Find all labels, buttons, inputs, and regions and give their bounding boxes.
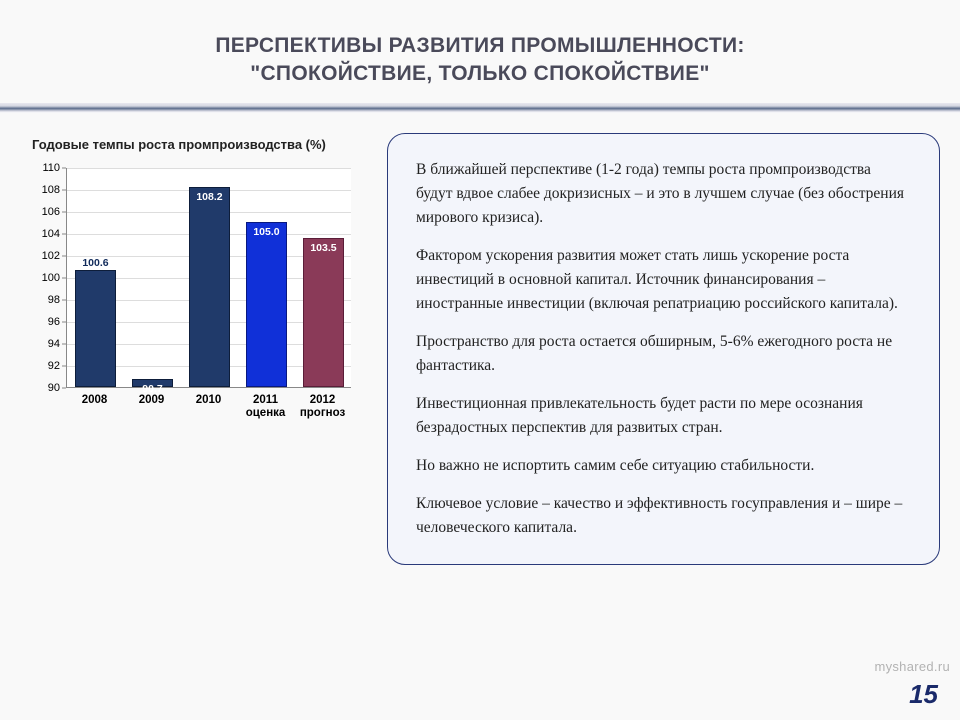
title-line1: ПЕРСПЕКТИВЫ РАЗВИТИЯ ПРОМЫШЛЕННОСТИ: bbox=[215, 34, 744, 57]
paragraph: Ключевое условие – качество и эффективно… bbox=[416, 492, 911, 540]
bar: 100.6 bbox=[75, 270, 116, 387]
xtick-label: 2011 оценка bbox=[246, 394, 286, 420]
ytick-label: 90 bbox=[30, 382, 64, 394]
content-row: Годовые темпы роста промпроизводства (%)… bbox=[0, 113, 960, 575]
paragraph: Пространство для роста остается обширным… bbox=[416, 330, 911, 378]
ytick-label: 98 bbox=[30, 294, 64, 306]
xtick-label: 2010 bbox=[196, 394, 222, 407]
bar-value-label: 100.6 bbox=[76, 257, 115, 269]
bar-value-label: 103.5 bbox=[304, 242, 343, 254]
title-line2: "СПОКОЙСТВИЕ, ТОЛЬКО СПОКОЙСТВИЕ" bbox=[250, 62, 710, 85]
grid-line bbox=[67, 168, 351, 169]
title-separator bbox=[0, 103, 960, 113]
ytick-label: 92 bbox=[30, 360, 64, 372]
ytick-label: 100 bbox=[30, 272, 64, 284]
slide-title-block: ПЕРСПЕКТИВЫ РАЗВИТИЯ ПРОМЫШЛЕННОСТИ: "СП… bbox=[0, 0, 960, 103]
bar-chart: 100.690.7108.2105.0103.5 909294969810010… bbox=[30, 168, 360, 428]
xtick-label: 2008 bbox=[82, 394, 108, 407]
page-number: 15 bbox=[909, 679, 938, 710]
ytick-label: 106 bbox=[30, 206, 64, 218]
bar: 105.0 bbox=[246, 222, 287, 387]
bar: 90.7 bbox=[132, 379, 173, 387]
ytick-label: 102 bbox=[30, 250, 64, 262]
paragraph: Фактором ускорения развития может стать … bbox=[416, 244, 911, 316]
ytick-label: 94 bbox=[30, 338, 64, 350]
paragraph: Инвестиционная привлекательность будет р… bbox=[416, 392, 911, 440]
xtick-label: 2009 bbox=[139, 394, 165, 407]
paragraph: В ближайшей перспективе (1-2 года) темпы… bbox=[416, 158, 911, 230]
slide-title: ПЕРСПЕКТИВЫ РАЗВИТИЯ ПРОМЫШЛЕННОСТИ: "СП… bbox=[40, 32, 920, 89]
paragraph: Но важно не испортить самим себе ситуаци… bbox=[416, 454, 911, 478]
ytick-label: 104 bbox=[30, 228, 64, 240]
bar: 108.2 bbox=[189, 187, 230, 387]
chart-title: Годовые темпы роста промпроизводства (%) bbox=[20, 133, 375, 168]
watermark: myshared.ru bbox=[874, 659, 950, 674]
bar-value-label: 108.2 bbox=[190, 191, 229, 203]
bar-value-label: 105.0 bbox=[247, 226, 286, 238]
commentary-box: В ближайшей перспективе (1-2 года) темпы… bbox=[387, 133, 940, 565]
bar: 103.5 bbox=[303, 238, 344, 387]
ytick-label: 96 bbox=[30, 316, 64, 328]
chart-column: Годовые темпы роста промпроизводства (%)… bbox=[20, 133, 375, 428]
ytick-label: 110 bbox=[30, 162, 64, 174]
ytick-label: 108 bbox=[30, 184, 64, 196]
chart-plot-area: 100.6 90.7 108.2 105.0 103.5 bbox=[66, 168, 351, 388]
xtick-label: 2012 прогноз bbox=[300, 394, 345, 420]
